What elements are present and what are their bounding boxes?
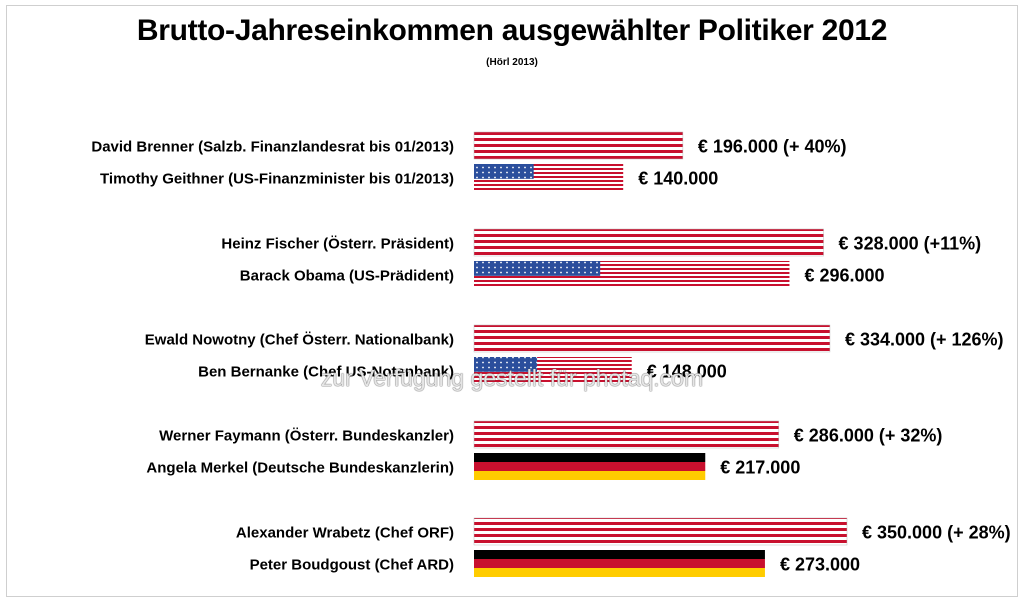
bar-canton [474, 164, 534, 179]
bar-2 [473, 228, 824, 257]
category-label: Peter Boudgoust (Chef ARD) [250, 557, 454, 574]
bar-canton [474, 357, 538, 372]
category-label: Timothy Geithner (US-Finanzminister bis … [100, 171, 454, 188]
value-label: € 286.000 (+ 32%) [794, 426, 943, 446]
bar-stripe-black [474, 453, 706, 462]
value-label: € 296.000 [804, 266, 884, 286]
category-label: Barack Obama (US-Prädident) [240, 268, 454, 285]
bar-stripe-gold [474, 471, 706, 480]
chart-subtitle: (Hörl 2013) [486, 57, 538, 68]
value-label: € 140.000 [638, 169, 718, 189]
category-label: Alexander Wrabetz (Chef ORF) [236, 525, 454, 542]
value-label: € 328.000 (+11%) [839, 234, 982, 254]
value-label: € 350.000 (+ 28%) [862, 523, 1011, 543]
bar-stripe-black [474, 550, 765, 559]
category-label: Werner Faymann (Österr. Bundeskanzler) [159, 428, 454, 445]
value-label: € 196.000 (+ 40%) [698, 137, 847, 157]
bar-8 [473, 517, 848, 546]
bar-fill [473, 131, 684, 160]
category-label: Ewald Nowotny (Chef Österr. Nationalbank… [145, 332, 454, 349]
bar-stripe-red [474, 559, 765, 568]
category-label: Heinz Fischer (Österr. Präsident) [221, 236, 454, 253]
bar-1 [474, 164, 624, 191]
bar-stripe-red [474, 462, 706, 471]
bar-fill [473, 324, 831, 353]
bar-stripe-gold [474, 568, 765, 577]
bar-5 [474, 357, 632, 384]
bar-7 [474, 453, 706, 480]
bar-0 [473, 131, 684, 160]
category-label: Angela Merkel (Deutsche Bundeskanzlerin) [146, 460, 454, 477]
value-label: € 273.000 [780, 555, 860, 575]
bar-fill [473, 420, 780, 449]
bar-canton [474, 261, 601, 276]
category-label: David Brenner (Salzb. Finanzlandesrat bi… [91, 139, 454, 156]
bar-fill [473, 517, 848, 546]
bar-9 [474, 550, 765, 577]
bar-6 [473, 420, 780, 449]
chart-frame [6, 5, 1018, 597]
value-label: € 148.000 [647, 362, 727, 382]
bar-4 [473, 324, 831, 353]
value-label: € 334.000 (+ 126%) [845, 330, 1004, 350]
bar-fill [473, 228, 824, 257]
category-label: Ben Bernanke (Chef US-Notenbank) [198, 364, 454, 381]
chart-title: Brutto-Jahreseinkommen ausgewählter Poli… [136, 14, 888, 47]
bar-3 [474, 261, 790, 288]
value-label: € 217.000 [720, 458, 800, 478]
